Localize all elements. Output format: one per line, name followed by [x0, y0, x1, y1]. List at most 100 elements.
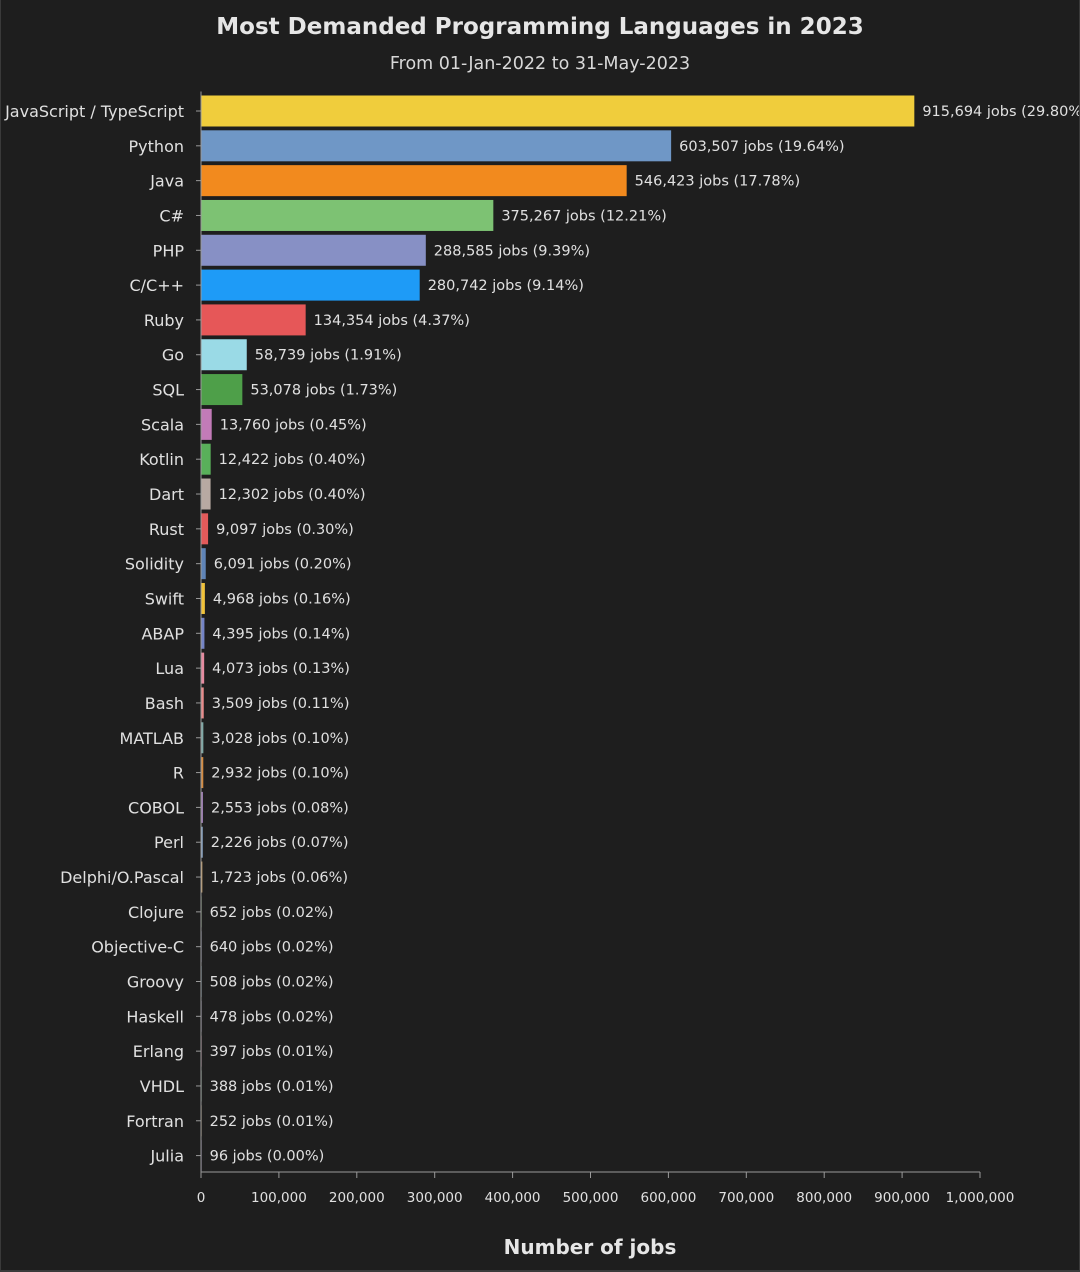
value-label-cobol: 2,553 jobs (0.08%): [211, 800, 349, 816]
axes-layer: 0 100,000 200,000 300,000 400,000 500,000 600,…: [196, 91, 1015, 1206]
value-label-dart: 12,302 jobs (0.40%): [219, 487, 366, 503]
category-label-r: R: [173, 764, 184, 783]
bar-swift: [201, 582, 205, 614]
value-label-fortran: 252 jobs (0.01%): [210, 1114, 334, 1130]
category-label-bash: Bash: [145, 694, 184, 713]
category-label-vhdl: VHDL: [140, 1077, 184, 1096]
bar-perl: [201, 826, 203, 858]
value-label-abap: 4,395 jobs (0.14%): [212, 626, 350, 642]
left-border: [0, 0, 1, 1272]
category-label-solidity: Solidity: [125, 555, 184, 574]
value-labels-layer: 915,694 jobs (29.80%) 603,507 jobs (19.64…: [210, 104, 1080, 1165]
value-label-delphi-o-pascal: 1,723 jobs (0.06%): [210, 870, 348, 886]
chart-title: Most Demanded Programming Languages in 2…: [216, 14, 864, 40]
category-label-python: Python: [129, 137, 184, 156]
x-tick-label-8: 800,000: [796, 1190, 852, 1206]
value-label-scala: 13,760 jobs (0.45%): [220, 417, 367, 433]
value-label-groovy: 508 jobs (0.02%): [210, 975, 334, 991]
bar-solidity: [201, 548, 206, 580]
bar-kotlin: [201, 443, 211, 475]
value-label-sql: 53,078 jobs (1.73%): [250, 383, 397, 399]
value-label-java: 546,423 jobs (17.78%): [635, 174, 800, 190]
category-label-erlang: Erlang: [133, 1042, 184, 1061]
category-label-groovy: Groovy: [127, 973, 184, 992]
value-label-solidity: 6,091 jobs (0.20%): [214, 557, 352, 573]
value-label-erlang: 397 jobs (0.01%): [210, 1044, 334, 1060]
bar-cobol: [201, 791, 203, 823]
bar-dart: [201, 478, 211, 510]
value-label-rust: 9,097 jobs (0.30%): [216, 522, 354, 538]
value-label-perl: 2,226 jobs (0.07%): [211, 835, 349, 851]
x-tick-label-9: 900,000: [874, 1190, 930, 1206]
category-label-kotlin: Kotlin: [139, 450, 184, 469]
category-label-dart: Dart: [149, 485, 184, 504]
x-axis-label: Number of jobs: [504, 1235, 677, 1259]
bar-scala: [201, 408, 212, 440]
bar-matlab: [201, 722, 204, 754]
category-label-fortran: Fortran: [126, 1112, 184, 1131]
category-label-haskell: Haskell: [126, 1007, 184, 1026]
category-label-perl: Perl: [154, 833, 184, 852]
value-label-matlab: 3,028 jobs (0.10%): [211, 731, 349, 747]
x-tick-label-0: 0: [197, 1190, 206, 1206]
bar-bash: [201, 687, 204, 719]
x-tick-label-6: 600,000: [640, 1190, 696, 1206]
x-tick-label-1: 100,000: [251, 1190, 307, 1206]
category-label-julia: Julia: [149, 1147, 184, 1166]
value-label-php: 288,585 jobs (9.39%): [434, 243, 590, 259]
category-label-lua: Lua: [155, 659, 184, 678]
bar-lua: [201, 652, 205, 684]
value-label-clojure: 652 jobs (0.02%): [210, 905, 334, 921]
bar-javascript-typescript: [201, 95, 915, 127]
bar-sql: [201, 374, 243, 406]
category-label-javascript-typescript: JavaScript / TypeScript: [4, 102, 184, 121]
value-label-python: 603,507 jobs (19.64%): [679, 139, 844, 155]
bar-ruby: [201, 304, 306, 336]
x-tick-label-3: 300,000: [407, 1190, 463, 1206]
bar-rust: [201, 513, 209, 545]
x-tick-label-2: 200,000: [329, 1190, 385, 1206]
value-label-haskell: 478 jobs (0.02%): [210, 1009, 334, 1025]
value-label-swift: 4,968 jobs (0.16%): [213, 591, 351, 607]
bar-delphi-o-pascal: [201, 861, 203, 893]
category-label-go: Go: [162, 346, 184, 365]
category-labels-layer: JavaScript / TypeScript Python Java C# PHP C/…: [4, 102, 184, 1166]
bar-abap: [201, 617, 205, 649]
category-label-clojure: Clojure: [128, 903, 184, 922]
category-label-matlab: MATLAB: [120, 729, 184, 748]
category-label-swift: Swift: [145, 589, 184, 608]
category-label-abap: ABAP: [141, 624, 184, 643]
chart-subtitle: From 01-Jan-2022 to 31-May-2023: [389, 54, 691, 74]
bar-r: [201, 757, 204, 789]
category-label-ruby: Ruby: [144, 311, 184, 330]
bar-python: [201, 130, 672, 162]
category-label-sql: SQL: [152, 381, 184, 400]
x-tick-label-5: 500,000: [563, 1190, 619, 1206]
x-tick-label-10: 1,000,000: [946, 1190, 1015, 1206]
category-label-scala: Scala: [141, 415, 184, 434]
value-label-lua: 4,073 jobs (0.13%): [212, 661, 350, 677]
category-label-cobol: COBOL: [128, 798, 184, 817]
value-label-ruby: 134,354 jobs (4.37%): [314, 313, 470, 329]
value-label-kotlin: 12,422 jobs (0.40%): [219, 452, 366, 468]
value-label-c-c: 280,742 jobs (9.14%): [428, 278, 584, 294]
value-label-javascript-typescript: 915,694 jobs (29.80%): [922, 104, 1080, 120]
category-label-c: C#: [159, 206, 184, 225]
x-tick-label-4: 400,000: [485, 1190, 541, 1206]
bar-go: [201, 339, 247, 371]
bar-c: [201, 199, 494, 231]
value-label-bash: 3,509 jobs (0.11%): [212, 696, 350, 712]
bars-layer: [201, 95, 915, 1172]
value-label-r: 2,932 jobs (0.10%): [211, 766, 349, 782]
value-label-vhdl: 388 jobs (0.01%): [210, 1079, 334, 1095]
bar-php: [201, 234, 426, 266]
bar-java: [201, 165, 627, 197]
value-label-go: 58,739 jobs (1.91%): [255, 348, 402, 364]
bottom-border: [0, 1270, 1080, 1272]
category-label-rust: Rust: [149, 520, 184, 539]
category-label-delphi-o-pascal: Delphi/O.Pascal: [60, 868, 184, 887]
value-label-c: 375,267 jobs (12.21%): [501, 208, 666, 224]
value-label-objective-c: 640 jobs (0.02%): [210, 940, 334, 956]
value-label-julia: 96 jobs (0.00%): [210, 1149, 325, 1165]
